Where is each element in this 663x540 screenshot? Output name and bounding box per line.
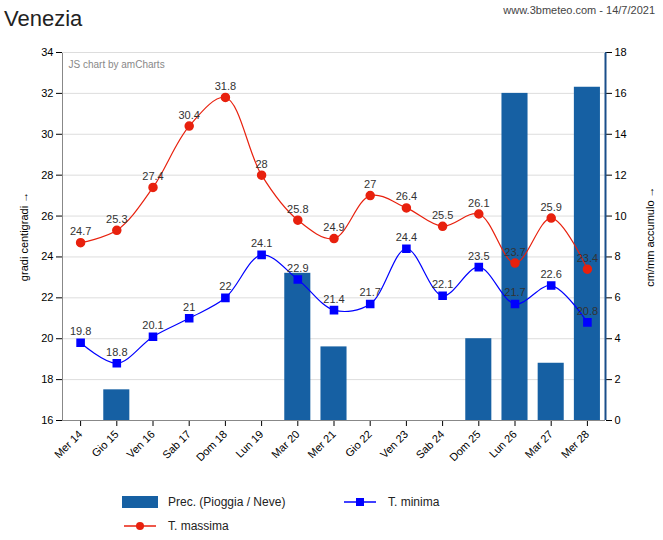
- html-text:Venezia: Venezia: [4, 6, 83, 31]
- svg-text:20: 20: [41, 332, 53, 344]
- svg-text:Ven 16: Ven 16: [124, 428, 157, 461]
- svg-text:30.4: 30.4: [178, 109, 199, 121]
- svg-text:25.9: 25.9: [540, 201, 561, 213]
- svg-text:4: 4: [615, 332, 621, 344]
- svg-text:6: 6: [615, 291, 621, 303]
- svg-text:26.1: 26.1: [468, 197, 489, 209]
- svg-text:Mar 20: Mar 20: [269, 428, 302, 461]
- svg-text:Mer 21: Mer 21: [305, 428, 338, 461]
- svg-text:19.8: 19.8: [70, 325, 91, 337]
- svg-text:20.1: 20.1: [142, 319, 163, 331]
- svg-text:24.7: 24.7: [70, 225, 91, 237]
- svg-text:34: 34: [41, 46, 53, 58]
- svg-text:18: 18: [615, 46, 627, 58]
- svg-text:12: 12: [615, 169, 627, 181]
- svg-text:23.4: 23.4: [577, 252, 598, 264]
- svg-text:Lun 19: Lun 19: [233, 428, 265, 460]
- svg-text:10: 10: [615, 210, 627, 222]
- html-text:www.3bmeteo.com - 14/7/2021: www.3bmeteo.com - 14/7/2021: [503, 4, 655, 16]
- svg-text:24.1: 24.1: [251, 237, 272, 249]
- svg-text:24.4: 24.4: [396, 231, 417, 243]
- svg-text:16: 16: [41, 414, 53, 426]
- svg-text:30: 30: [41, 128, 53, 140]
- svg-text:Sab 17: Sab 17: [160, 428, 193, 461]
- html-text:T. massima: T. massima: [168, 519, 229, 533]
- svg-text:Sab 24: Sab 24: [413, 428, 446, 461]
- svg-text:26.4: 26.4: [396, 190, 417, 202]
- svg-text:18: 18: [41, 373, 53, 385]
- svg-text:21.7: 21.7: [504, 286, 525, 298]
- svg-text:31.8: 31.8: [215, 80, 236, 92]
- svg-text:16: 16: [615, 87, 627, 99]
- svg-text:Mer 28: Mer 28: [559, 428, 592, 461]
- svg-text:21.7: 21.7: [359, 286, 380, 298]
- svg-text:23.7: 23.7: [504, 246, 525, 258]
- svg-text:Gio 15: Gio 15: [89, 428, 120, 459]
- svg-text:22.9: 22.9: [287, 262, 308, 274]
- svg-text:21.4: 21.4: [323, 293, 344, 305]
- svg-text:14: 14: [615, 128, 627, 140]
- svg-text:27.4: 27.4: [142, 170, 163, 182]
- svg-text:gradi centigradi →: gradi centigradi →: [18, 192, 30, 281]
- svg-text:Ven 23: Ven 23: [378, 428, 411, 461]
- svg-text:0: 0: [615, 414, 621, 426]
- svg-text:Lun 26: Lun 26: [487, 428, 519, 460]
- svg-text:25.5: 25.5: [432, 209, 453, 221]
- svg-text:Dom 25: Dom 25: [447, 428, 483, 464]
- svg-text:Mer 14: Mer 14: [52, 428, 85, 461]
- svg-text:Gio 22: Gio 22: [343, 428, 374, 459]
- svg-text:22: 22: [219, 280, 231, 292]
- svg-text:24.9: 24.9: [323, 221, 344, 233]
- svg-text:27: 27: [364, 178, 376, 190]
- svg-text:25.8: 25.8: [287, 203, 308, 215]
- svg-text:22: 22: [41, 291, 53, 303]
- svg-text:32: 32: [41, 87, 53, 99]
- svg-text:28: 28: [255, 158, 267, 170]
- html-text:T. minima: T. minima: [388, 495, 440, 509]
- svg-text:JS chart by amCharts: JS chart by amCharts: [69, 59, 165, 70]
- svg-text:23.5: 23.5: [468, 250, 489, 262]
- svg-text:24: 24: [41, 250, 53, 262]
- svg-text:25.3: 25.3: [106, 213, 127, 225]
- svg-text:Dom 18: Dom 18: [194, 428, 230, 464]
- svg-text:22.6: 22.6: [540, 268, 561, 280]
- svg-text:26: 26: [41, 210, 53, 222]
- svg-text:Mar 27: Mar 27: [522, 428, 555, 461]
- html-text:Prec. (Pioggia / Neve): Prec. (Pioggia / Neve): [168, 495, 286, 509]
- svg-text:2: 2: [615, 373, 621, 385]
- svg-text:8: 8: [615, 250, 621, 262]
- svg-text:21: 21: [183, 301, 195, 313]
- svg-text:22.1: 22.1: [432, 278, 453, 290]
- svg-text:28: 28: [41, 169, 53, 181]
- svg-text:18.8: 18.8: [106, 346, 127, 358]
- svg-text:cm/mm accumulo →: cm/mm accumulo →: [644, 186, 656, 286]
- svg-text:20.8: 20.8: [577, 305, 598, 317]
